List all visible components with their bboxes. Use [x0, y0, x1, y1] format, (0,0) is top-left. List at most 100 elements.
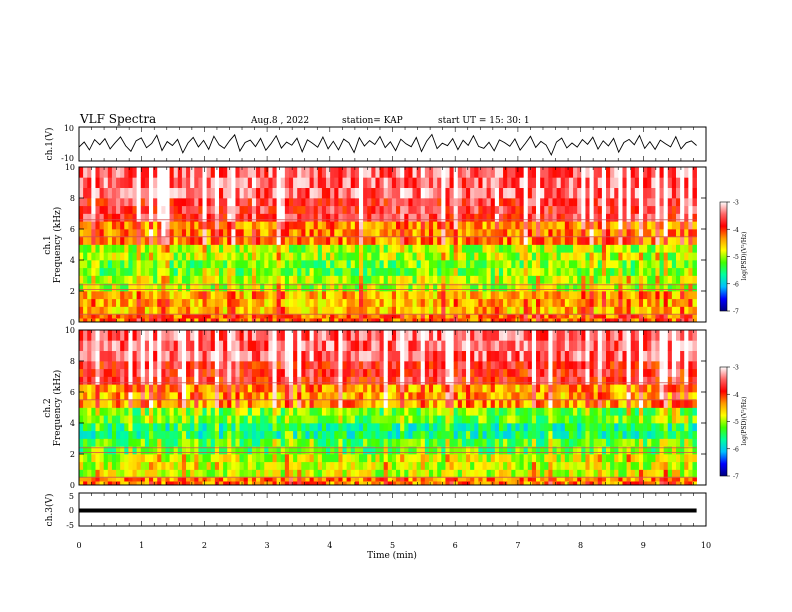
spectrogram-cell	[297, 221, 302, 230]
spectrogram-cell	[181, 376, 187, 385]
spectrogram-cell	[404, 469, 409, 478]
spectrogram-cell	[433, 221, 438, 230]
spectrogram-cell	[91, 283, 96, 292]
spectrogram-cell	[87, 283, 92, 292]
spectrogram-cell	[655, 252, 660, 261]
spectrogram-cell	[363, 376, 368, 385]
spectrogram-cell	[247, 340, 253, 352]
spectrogram-cell	[634, 306, 640, 315]
spectrogram-cell	[326, 275, 331, 284]
spectrogram-cell	[227, 477, 232, 482]
spectrogram-cell	[470, 177, 475, 189]
spectrogram-cell	[243, 291, 249, 300]
spectrogram-cell	[400, 229, 405, 238]
spectrogram-cell	[589, 198, 595, 207]
spectrogram-cell	[601, 267, 607, 276]
spectrogram-cell	[379, 267, 385, 276]
spectrogram-cell	[251, 306, 257, 315]
spectrogram-cell	[144, 361, 150, 370]
spectrogram-cell	[276, 205, 282, 214]
spectrogram-cell	[358, 314, 364, 319]
spectrogram-cell	[568, 198, 574, 207]
spectrogram-cell	[330, 399, 335, 408]
spectrogram-cell	[363, 392, 368, 401]
spectrogram-cell	[132, 423, 137, 432]
spectrogram-cell	[313, 415, 319, 424]
spectrogram-cell	[198, 469, 203, 478]
spectrogram-cell	[260, 368, 265, 377]
spectrogram-cell	[268, 368, 273, 377]
spectrogram-cell	[301, 314, 306, 319]
spectrogram-cell	[358, 430, 364, 439]
spectrogram-cell	[437, 350, 442, 362]
spectrogram-cell	[210, 454, 216, 463]
spectrogram-cell	[243, 252, 249, 261]
spectrogram-cell	[548, 275, 553, 284]
spectrogram-cell	[165, 477, 170, 482]
spectrogram-cell	[206, 430, 212, 439]
spectrogram-cell	[350, 198, 356, 207]
spectrogram-cell	[140, 198, 146, 207]
spectrogram-cell	[140, 229, 146, 238]
spectrogram-cell	[437, 298, 442, 307]
spectrogram-cell	[634, 314, 640, 319]
spectrogram-cell	[540, 267, 545, 276]
spectrogram-cell	[128, 415, 133, 424]
spectrogram-cell	[461, 306, 467, 315]
spectrogram-cell	[243, 260, 249, 269]
spectrogram-cell	[218, 477, 224, 482]
spectrogram-cell	[350, 340, 356, 352]
spectrogram-cell	[445, 205, 450, 214]
spectrogram-cell	[375, 252, 380, 261]
spectrogram-cell	[437, 384, 442, 393]
spectrogram-cell	[383, 423, 389, 432]
spectrogram-cell	[457, 407, 463, 416]
spectrogram-cell	[614, 291, 619, 300]
spectrogram-cell	[420, 236, 426, 245]
spectrogram-cell	[99, 330, 105, 341]
spectrogram-cell	[124, 244, 129, 253]
spectrogram-cell	[643, 167, 648, 178]
spectrogram-cell	[597, 236, 603, 245]
spectrogram-cell	[190, 229, 195, 238]
spectrogram-cell	[124, 392, 129, 401]
spectrogram-cell	[268, 252, 273, 261]
spectrogram-cell	[95, 244, 100, 253]
spectrogram-cell	[404, 167, 409, 178]
spectrogram-cell	[597, 283, 603, 292]
spectrogram-cell	[457, 430, 463, 439]
spectrogram-cell	[363, 481, 368, 486]
spectrogram-cell	[367, 198, 372, 207]
spectrogram-cell	[293, 198, 298, 207]
spectrogram-cell	[482, 283, 487, 292]
spectrogram-cell	[202, 368, 207, 377]
spectrogram-cell	[231, 330, 236, 341]
spectrogram-cell	[330, 340, 335, 352]
spectrogram-cell	[260, 481, 265, 486]
spectrogram-cell	[400, 330, 405, 341]
spectrogram-cell	[321, 399, 327, 408]
spectrogram-cell	[214, 361, 220, 370]
spectrogram-cell	[494, 177, 500, 189]
spectrogram-cell	[647, 252, 652, 261]
spectrogram-cell	[577, 167, 582, 178]
spectrogram-cell	[148, 330, 154, 341]
spectrogram-cell	[523, 229, 529, 238]
spectrogram-cell	[391, 187, 397, 199]
spectrogram-cell	[198, 376, 203, 385]
spectrogram-cell	[317, 198, 323, 207]
spectrogram-cell	[280, 415, 286, 424]
spectrogram-cell	[214, 376, 220, 385]
spectrogram-cell	[198, 236, 203, 245]
spectrogram-cell	[111, 275, 117, 284]
spectrogram-cell	[256, 481, 261, 486]
spectrogram-cell	[260, 384, 265, 393]
spectrogram-cell	[272, 461, 277, 470]
spectrogram-cell	[498, 298, 504, 307]
spectrogram-cell	[95, 198, 100, 207]
spectrogram-cell	[453, 267, 459, 276]
spectrogram-cell	[116, 213, 121, 222]
spectrogram-cell	[363, 446, 368, 455]
spectrogram-cell	[181, 283, 187, 292]
